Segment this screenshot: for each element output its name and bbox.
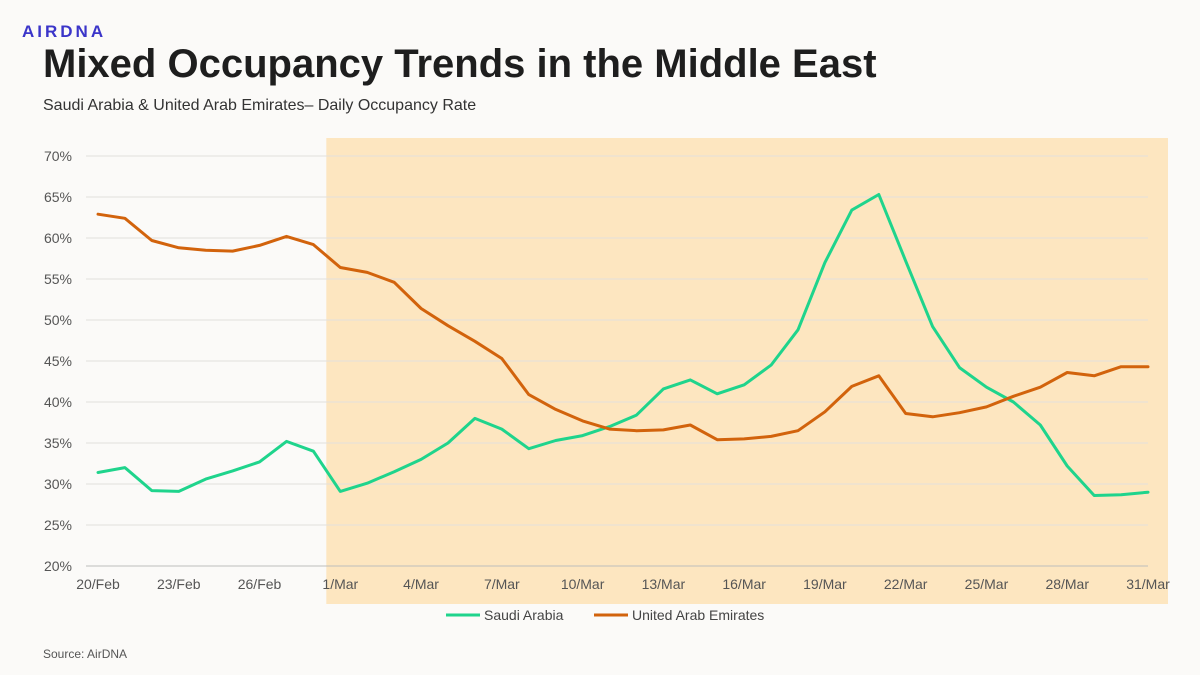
- y-tick-label: 55%: [44, 271, 72, 287]
- x-tick-label: 19/Mar: [803, 576, 847, 592]
- series-line-saudi-arabia: [96, 193, 1150, 497]
- y-tick-label: 70%: [44, 148, 72, 164]
- airdna-logo: AIRDNA: [22, 22, 107, 41]
- x-tick-label: 23/Feb: [157, 576, 201, 592]
- page-title: Mixed Occupancy Trends in the Middle Eas…: [43, 42, 877, 86]
- x-tick-label: 1/Mar: [322, 576, 358, 592]
- source-note: Source: AirDNA: [43, 647, 128, 661]
- legend-label: United Arab Emirates: [632, 607, 764, 623]
- legend-label: Saudi Arabia: [484, 607, 564, 623]
- x-tick-label: 7/Mar: [484, 576, 520, 592]
- y-tick-label: 50%: [44, 312, 72, 328]
- y-tick-label: 40%: [44, 394, 72, 410]
- x-tick-label: 22/Mar: [884, 576, 928, 592]
- x-tick-label: 20/Feb: [76, 576, 120, 592]
- highlight-period-band: [326, 138, 1168, 604]
- x-tick-label: 28/Mar: [1045, 576, 1089, 592]
- x-tick-label: 25/Mar: [965, 576, 1009, 592]
- x-tick-label: 26/Feb: [238, 576, 282, 592]
- x-tick-label: 31/Mar: [1126, 576, 1170, 592]
- x-tick-label: 10/Mar: [561, 576, 605, 592]
- y-tick-label: 35%: [44, 435, 72, 451]
- y-tick-label: 45%: [44, 353, 72, 369]
- y-tick-label: 30%: [44, 476, 72, 492]
- x-tick-label: 4/Mar: [403, 576, 439, 592]
- y-tick-label: 20%: [44, 558, 72, 574]
- series-line-united-arab-emirates: [96, 212, 1150, 442]
- y-tick-label: 60%: [44, 230, 72, 246]
- page-subtitle: Saudi Arabia & United Arab Emirates– Dai…: [43, 97, 477, 114]
- y-tick-label: 25%: [44, 517, 72, 533]
- x-tick-label: 13/Mar: [642, 576, 686, 592]
- x-tick-label: 16/Mar: [722, 576, 766, 592]
- y-tick-label: 65%: [44, 189, 72, 205]
